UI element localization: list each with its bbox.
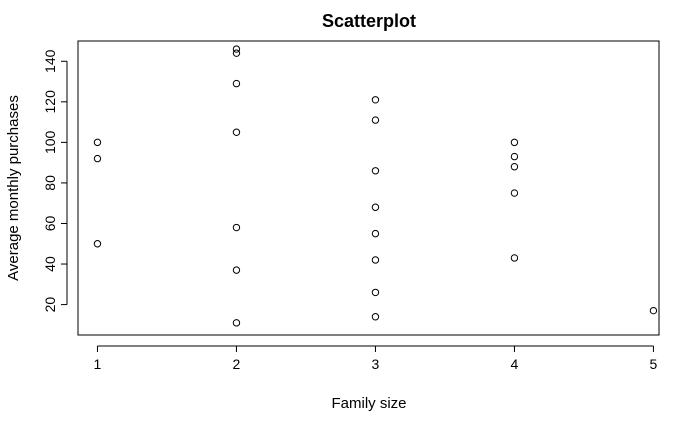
scatter-point bbox=[232, 319, 241, 327]
chart-title: Scatterplot bbox=[322, 11, 416, 31]
plot-frame bbox=[77, 40, 660, 336]
y-tick-label: 40 bbox=[42, 256, 58, 272]
scatter-point bbox=[93, 240, 102, 248]
scatter-point bbox=[232, 266, 241, 274]
scatter-point bbox=[371, 229, 380, 238]
x-tick-label: 3 bbox=[372, 356, 380, 372]
scatter-point bbox=[232, 79, 241, 88]
x-tick-label: 1 bbox=[94, 356, 102, 372]
scatter-point bbox=[371, 203, 380, 211]
scatter-point bbox=[93, 154, 102, 163]
scatter-point bbox=[371, 313, 380, 321]
scatter-point bbox=[510, 163, 519, 171]
scatter-point bbox=[371, 167, 380, 175]
scatter-point bbox=[371, 256, 380, 264]
scatter-point bbox=[371, 116, 380, 124]
y-tick-label: 20 bbox=[42, 297, 58, 313]
scatter-point bbox=[93, 138, 102, 147]
scatter-point bbox=[371, 96, 380, 104]
scatter-point bbox=[232, 223, 241, 232]
y-axis: 20 40 60 80 100 120 140 bbox=[42, 49, 68, 313]
scatter-point bbox=[232, 49, 241, 57]
scatter-point bbox=[510, 254, 519, 262]
y-tick-label: 60 bbox=[42, 215, 58, 231]
scatter-point bbox=[232, 128, 241, 136]
x-axis-label: Family size bbox=[331, 395, 406, 412]
y-tick-label: 80 bbox=[42, 175, 58, 191]
y-tick-label: 120 bbox=[42, 90, 58, 114]
y-tick-label: 100 bbox=[42, 130, 58, 154]
x-tick-label: 2 bbox=[233, 356, 241, 372]
scatter-point bbox=[510, 152, 519, 161]
scatter-point bbox=[510, 138, 519, 147]
data-points bbox=[93, 45, 658, 327]
scatter-point bbox=[510, 189, 519, 197]
x-tick-label: 5 bbox=[650, 356, 658, 372]
scatter-point bbox=[371, 288, 380, 297]
x-tick-label: 4 bbox=[511, 356, 519, 372]
y-tick-label: 140 bbox=[42, 49, 58, 73]
scatter-point bbox=[649, 306, 658, 315]
scatter-point bbox=[232, 45, 241, 53]
x-axis: 1 2 3 4 5 bbox=[94, 345, 658, 372]
y-axis-label: Average monthly purchases bbox=[5, 95, 22, 281]
